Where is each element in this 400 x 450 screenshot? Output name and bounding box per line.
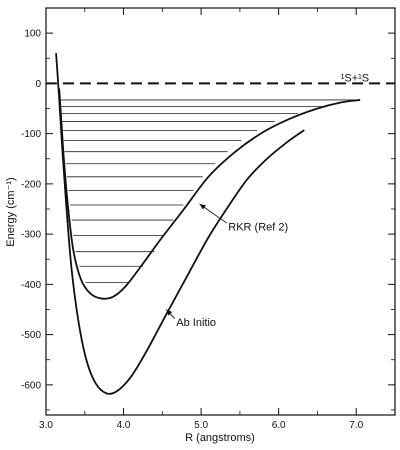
annotation-label: RKR (Ref 2) xyxy=(228,222,288,234)
x-tick-label: 5.0 xyxy=(194,420,208,431)
x-axis-title: R (angstroms) xyxy=(185,432,255,444)
series-curves xyxy=(45,53,395,395)
annotation-label: ¹S+¹S xyxy=(341,72,369,84)
vibrational-levels xyxy=(59,99,361,283)
annotations: ¹S+¹S RKR (Ref 2) Ab Initio xyxy=(165,72,369,329)
annotation-arrow-head xyxy=(166,309,173,316)
axis-ticks: 3.0 4.0 5.0 6.0 7.0 100 0 -100 -200 -300 -400 -500 -… xyxy=(21,7,395,431)
series-line-rkr-ref-2 xyxy=(58,88,361,300)
y-tick-label: -400 xyxy=(21,280,41,291)
y-axis-title: Energy (cm⁻¹) xyxy=(5,177,17,246)
x-tick-label: 7.0 xyxy=(349,420,363,431)
y-tick-label: -500 xyxy=(21,330,41,341)
x-tick-label: 4.0 xyxy=(117,420,131,431)
y-tick-label: -200 xyxy=(21,179,41,190)
y-tick-label: -600 xyxy=(21,380,41,391)
annotation-label: Ab Initio xyxy=(176,317,216,329)
y-tick-label: -100 xyxy=(21,129,41,140)
y-tick-label: -300 xyxy=(21,230,41,241)
series-line-ab-initio xyxy=(55,53,305,395)
y-tick-label: 100 xyxy=(24,29,41,40)
annotation-arrow-head xyxy=(199,203,206,210)
x-tick-label: 6.0 xyxy=(272,420,286,431)
y-tick-label: 0 xyxy=(35,79,41,90)
plot-frame xyxy=(45,7,396,416)
x-tick-label: 3.0 xyxy=(39,420,53,431)
